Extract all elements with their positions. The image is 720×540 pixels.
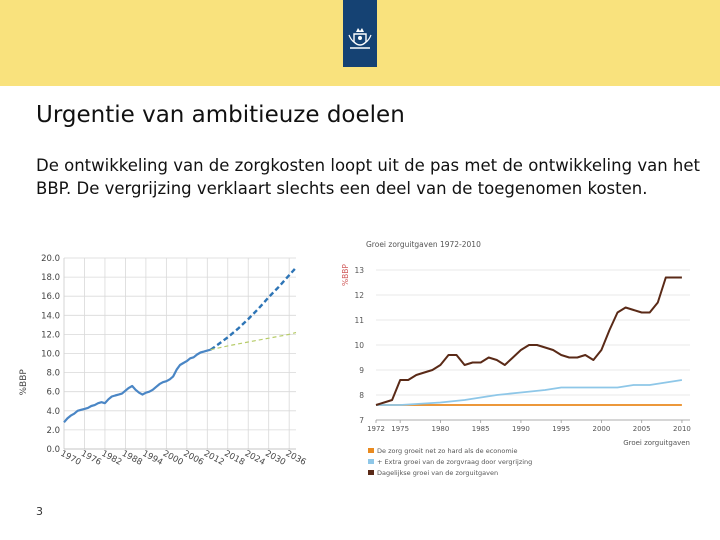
y-tick-label: 20.0 [41, 254, 60, 264]
slide-body-text: De ontwikkeling van de zorgkosten loopt … [36, 156, 700, 198]
y-tick-label: 12 [354, 291, 364, 300]
x-tick-label: 1990 [512, 425, 530, 433]
x-axis-label: Groei zorguitgaven [623, 439, 690, 447]
y-tick-label: 16.0 [41, 292, 60, 302]
y-tick-label: 7 [359, 416, 364, 425]
x-tick-label: 1988 [120, 449, 144, 468]
y-tick-label: 9 [359, 366, 364, 375]
legend-swatch [368, 459, 374, 464]
legend-swatch [368, 470, 374, 475]
y-tick-label: 8.0 [46, 369, 60, 379]
y-tick-label: 10.0 [41, 350, 60, 360]
y-tick-label: 6.0 [46, 388, 60, 398]
healthcare-spending-projection-chart: 0.0 2.0 4.0 6.0 8.0 10.0 12.0 14.0 16.0 18.0 20.0 1… [19, 254, 308, 468]
x-tick-label: 1995 [552, 425, 570, 433]
x-tick-label: 1985 [472, 425, 490, 433]
legend-label: De zorg groeit net zo hard als de econom… [377, 447, 518, 455]
legend-label: Dagelijkse groei van de zorguitgaven [377, 469, 498, 477]
slide-title: Urgentie van ambitieuze doelen [36, 102, 405, 128]
y-tick-label: 4.0 [46, 407, 60, 417]
y-tick-label: 14.0 [41, 311, 60, 321]
x-tick-label: 1972 [367, 425, 385, 433]
y-tick-label: 12.0 [41, 330, 60, 340]
x-tick-label: 2036 [284, 449, 308, 468]
y-tick-label: 13 [354, 266, 364, 275]
y-tick-label: 11 [354, 316, 364, 325]
chart-title: Groei zorguitgaven 1972-2010 [366, 240, 481, 249]
series-aging-line [376, 379, 683, 406]
x-tick-label: 2018 [222, 449, 246, 468]
x-tick-label: 1980 [431, 425, 449, 433]
x-tick-label: 2010 [673, 425, 691, 433]
government-logo [343, 0, 377, 67]
x-tick-label: 2012 [202, 449, 226, 468]
series-projection-line [210, 266, 297, 351]
series-alt-projection-line [210, 331, 297, 351]
x-tick-label: 2005 [633, 425, 651, 433]
y-tick-label: 8 [359, 391, 364, 400]
coat-of-arms-icon [348, 28, 372, 49]
legend-label: + Extra groei van de zorgvraag door verg… [377, 458, 532, 466]
x-tick-label: 1982 [100, 449, 124, 468]
y-axis-label: %BBP [341, 264, 350, 286]
x-tick-label: 2024 [243, 449, 267, 468]
x-tick-label: 2000 [161, 449, 185, 468]
y-axis-label: %BBP [19, 369, 29, 396]
y-tick-label: 10 [354, 341, 364, 350]
y-tick-label: 2.0 [46, 426, 60, 436]
legend-swatch [368, 448, 374, 453]
x-tick-label: 1975 [391, 425, 409, 433]
x-tick-label: 2000 [593, 425, 611, 433]
y-tick-label: 0.0 [46, 445, 60, 455]
x-tick-label: 2030 [263, 449, 287, 468]
x-tick-label: 2006 [181, 449, 205, 468]
healthcare-growth-chart: Groei zorguitgaven 1972-2010 %BBP 7 8 9 10 11 1… [341, 240, 691, 477]
page-number: 3 [36, 505, 43, 518]
series-total-growth-line [375, 276, 682, 406]
series-historical-line [63, 348, 211, 424]
x-tick-label: 1970 [59, 449, 83, 468]
x-tick-label: 1976 [79, 449, 103, 468]
y-tick-label: 18.0 [41, 273, 60, 283]
x-tick-label: 1994 [140, 449, 164, 468]
